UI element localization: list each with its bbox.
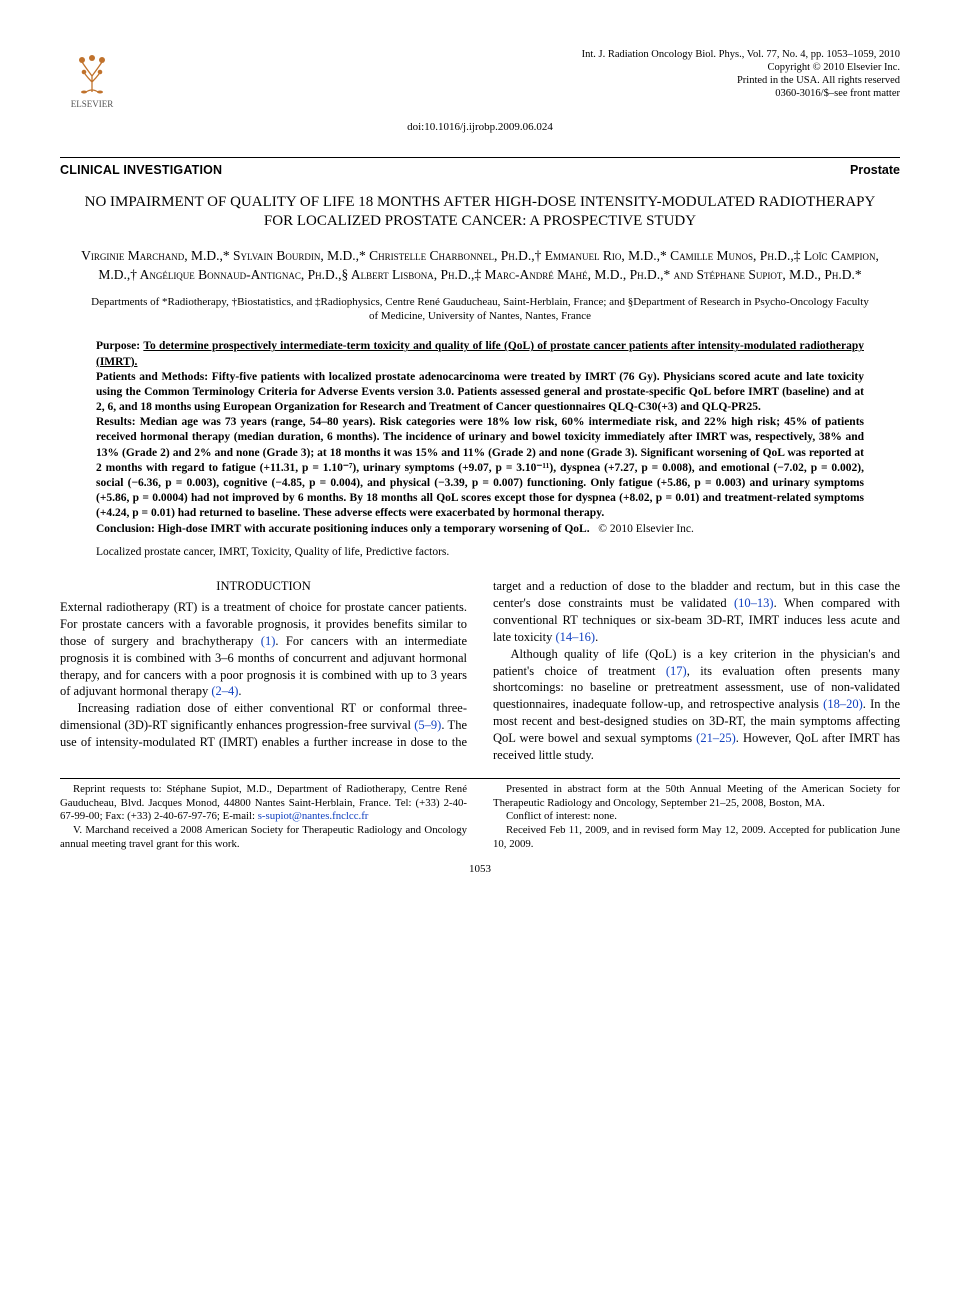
email-link[interactable]: s-supiot@nantes.fnclcc.fr [258,810,369,822]
publication-info: Int. J. Radiation Oncology Biol. Phys., … [582,48,900,101]
pubinfo-line: Printed in the USA. All rights reserved [582,74,900,87]
footnote: V. Marchand received a 2008 American Soc… [60,824,467,852]
conclusion-label: Conclusion: [96,523,155,535]
methods-label: Patients and Methods: [96,371,208,383]
intro-heading: INTRODUCTION [60,578,467,595]
conclusion-text: High-dose IMRT with accurate positioning… [158,523,590,535]
pubinfo-line: 0360-3016/$–see front matter [582,87,900,100]
body-columns: INTRODUCTION External radiotherapy (RT) … [60,578,900,764]
section-topic: Prostate [850,162,900,179]
citation-link[interactable]: (1) [261,634,276,648]
top-bar: ELSEVIER Int. J. Radiation Oncology Biol… [60,48,900,112]
publisher-logo: ELSEVIER [60,48,124,112]
footnote: Reprint requests to: Stéphane Supiot, M.… [60,783,467,824]
doi-line: doi:10.1016/j.ijrobp.2009.06.024 [60,120,900,135]
body-text: . [238,684,241,698]
section-bar: CLINICAL INVESTIGATION Prostate [60,157,900,179]
elsevier-tree-icon [68,48,116,96]
section-label: CLINICAL INVESTIGATION [60,162,222,179]
citation-link[interactable]: (21–25) [696,731,736,745]
citation-link[interactable]: (5–9) [414,718,441,732]
article-title: NO IMPAIRMENT OF QUALITY OF LIFE 18 MONT… [72,193,888,232]
body-paragraph: External radiotherapy (RT) is a treatmen… [60,599,467,700]
author-list: Virginie Marchand, M.D.,* Sylvain Bourdi… [80,246,880,285]
results-label: Results: [96,416,136,428]
purpose-label: Purpose: [96,340,140,352]
results-text: Median age was 73 years (range, 54–80 ye… [96,416,864,519]
footnotes: Reprint requests to: Stéphane Supiot, M.… [60,778,900,852]
publisher-logo-label: ELSEVIER [71,98,114,110]
citation-link[interactable]: (10–13) [734,596,774,610]
abstract-copyright: © 2010 Elsevier Inc. [598,523,694,535]
body-paragraph: Although quality of life (QoL) is a key … [493,646,900,764]
footnote: Conflict of interest: none. [493,810,900,824]
footnote: Presented in abstract form at the 50th A… [493,783,900,811]
doi-text: doi:10.1016/j.ijrobp.2009.06.024 [407,121,553,133]
citation-link[interactable]: (14–16) [555,630,595,644]
footnote: Received Feb 11, 2009, and in revised fo… [493,824,900,852]
methods-text: Fifty-five patients with localized prost… [96,371,864,413]
citation-link[interactable]: (18–20) [823,697,863,711]
pubinfo-line: Int. J. Radiation Oncology Biol. Phys., … [582,48,900,61]
page-number: 1053 [60,862,900,877]
purpose-text: To determine prospectively intermediate-… [96,340,864,367]
body-text: Increasing radiation dose of either conv… [60,701,467,732]
citation-link[interactable]: (2–4) [211,684,238,698]
body-text: . [595,630,598,644]
pubinfo-line: Copyright © 2010 Elsevier Inc. [582,61,900,74]
citation-link[interactable]: (17) [666,664,687,678]
affiliations: Departments of *Radiotherapy, †Biostatis… [90,295,870,324]
abstract: Purpose: To determine prospectively inte… [96,339,864,536]
keywords: Localized prostate cancer, IMRT, Toxicit… [96,545,864,561]
